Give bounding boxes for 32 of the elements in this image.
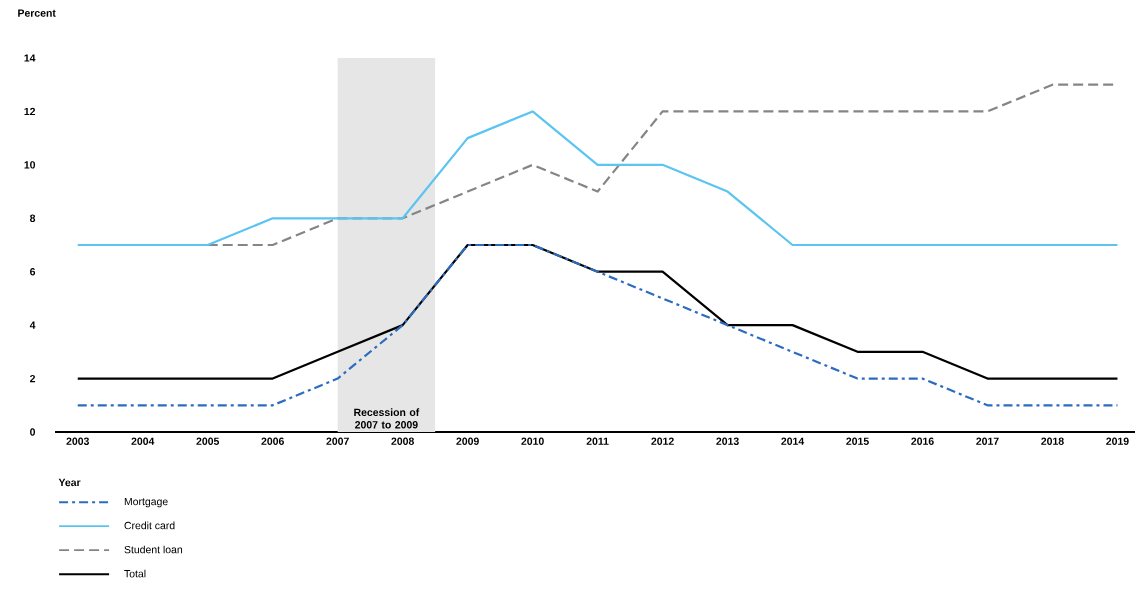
y-tick-label: 14 [24,54,36,62]
x-tick-label: 2017 [976,437,999,445]
legend-label: Mortgage [124,497,168,508]
x-tick-label: 2012 [651,437,674,445]
x-axis-title: Year [58,478,81,487]
y-tick-label: 8 [29,214,36,222]
y-tick-label: 2 [30,374,36,383]
x-tick-label: 2018 [1041,437,1064,445]
band-label: Recession of 2007 to 2009 [354,408,420,429]
x-tick-label: 2004 [131,437,155,445]
x-tick-label: 2006 [261,437,284,445]
x-tick-label: 2016 [911,437,934,445]
x-tick-label: 2014 [781,437,805,445]
legend-label: Total [124,569,146,578]
x-tick-label: 2007 [326,437,349,445]
x-tick-label: 2011 [586,437,609,445]
y-tick-label: 12 [24,107,36,116]
x-tick-label: 2003 [66,437,89,445]
legend-label: Credit card [124,521,175,530]
x-tick-label: 2010 [521,437,544,445]
x-tick-label: 2019 [1106,437,1129,445]
x-tick-label: 2009 [456,437,479,445]
y-tick-label: 0 [30,428,36,436]
x-tick-label: 2013 [716,437,739,445]
legend-label: Student loan [124,545,183,554]
y-tick-label: 10 [24,161,36,169]
y-axis-title: Percent [18,9,56,17]
y-tick-label: 4 [29,321,36,329]
x-tick-label: 2015 [846,437,869,445]
x-tick-label: 2008 [391,437,414,445]
x-tick-label: 2005 [196,437,220,445]
y-tick-label: 6 [30,268,36,276]
